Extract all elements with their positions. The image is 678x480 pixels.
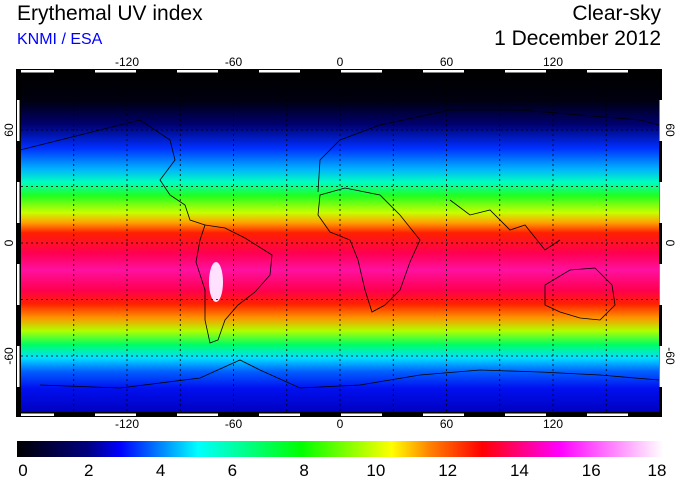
date-label: 1 December 2012 — [494, 27, 661, 50]
andes-high-uv — [209, 262, 223, 302]
frame-tick-segment — [423, 413, 464, 416]
lat-tick-label-right: 0 — [663, 240, 677, 247]
lat-tick-label-right: -60 — [663, 347, 677, 365]
frame-tick-segment — [21, 70, 54, 73]
frame-tick-segment — [17, 100, 20, 141]
coastlines — [21, 109, 659, 389]
credit-label: KNMI / ESA — [17, 31, 103, 48]
lon-tick-label-bottom: -60 — [225, 417, 243, 431]
colorbar-tick-label: 10 — [366, 461, 385, 480]
frame-tick-segment — [659, 182, 662, 223]
lon-tick-label-top: 0 — [337, 55, 344, 69]
frame-tick-segment — [659, 346, 662, 387]
coast-south-america — [195, 224, 273, 344]
coast-north-america — [21, 119, 206, 226]
lat-tick-label-left: -60 — [2, 347, 16, 365]
lon-tick-label-top: -60 — [225, 55, 243, 69]
frame-tick-segment — [177, 413, 218, 416]
colorbar-tick-label: 2 — [84, 461, 93, 480]
colorbar-tick-label: 6 — [228, 461, 237, 480]
frame-tick-segment — [17, 346, 20, 387]
lat-tick-label-left: 60 — [2, 123, 16, 137]
colorbar-tick-label: 18 — [648, 461, 667, 480]
lon-tick-label-bottom: 60 — [440, 417, 454, 431]
frame-tick-segment — [341, 413, 382, 416]
colorbar-tick-label: 4 — [156, 461, 165, 480]
lon-tick-label-bottom: 0 — [337, 417, 344, 431]
frame-tick-segment — [259, 413, 300, 416]
lon-tick-label-bottom: 120 — [543, 417, 563, 431]
frame-tick-segment — [17, 182, 20, 223]
colorbar-tick-label: 12 — [438, 461, 457, 480]
coast-antarctica — [39, 359, 659, 389]
colorbar-tick-label: 14 — [510, 461, 529, 480]
frame-tick-segment — [659, 100, 662, 141]
frame-tick-segment — [587, 413, 628, 416]
frame-tick-segment — [259, 70, 300, 73]
colorbar-tick-label: 16 — [582, 461, 601, 480]
frame-tick-segment — [505, 70, 546, 73]
map-title: Erythemal UV index — [17, 2, 203, 25]
frame-tick-segment — [21, 413, 54, 416]
lon-tick-label-bottom: -120 — [115, 417, 139, 431]
lon-tick-label-top: 120 — [543, 55, 563, 69]
lon-tick-label-top: -120 — [115, 55, 139, 69]
lat-tick-label-left: 0 — [2, 239, 16, 246]
colorbar — [17, 441, 663, 457]
frame-tick-segment — [177, 70, 218, 73]
lat-tick-label-right: 60 — [663, 123, 677, 137]
frame-tick-segment — [423, 70, 464, 73]
coast-eurasia — [317, 109, 659, 251]
graticule — [21, 74, 659, 412]
coast-africa — [317, 187, 421, 313]
colorbar-tick-label: 8 — [299, 461, 308, 480]
frame-tick-segment — [341, 70, 382, 73]
frame-tick-segment — [659, 264, 662, 305]
coast-australia — [544, 267, 616, 321]
frame-tick-segment — [95, 413, 136, 416]
frame-tick-bands — [17, 70, 662, 416]
sky-mode-label: Clear-sky — [572, 2, 661, 25]
frame-tick-segment — [505, 413, 546, 416]
colorbar-tick-label: 0 — [18, 461, 27, 480]
frame-tick-segment — [17, 264, 20, 305]
frame-tick-segment — [95, 70, 136, 73]
frame-tick-segment — [587, 70, 628, 73]
lon-tick-label-top: 60 — [440, 55, 454, 69]
